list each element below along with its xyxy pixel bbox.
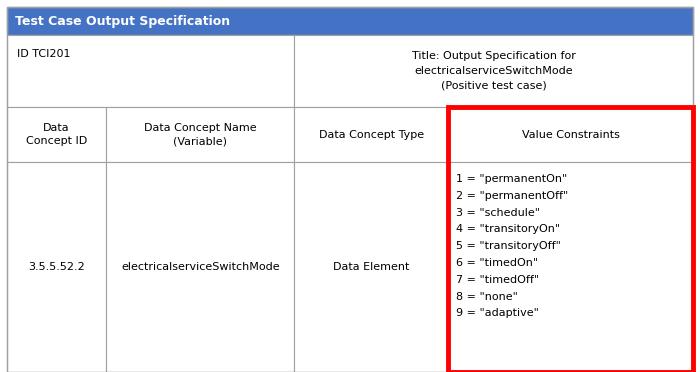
Bar (295, 162, 448, 372)
Bar (7, 35, 295, 107)
Text: Data Concept Name
(Variable): Data Concept Name (Variable) (144, 123, 257, 146)
Bar (106, 162, 295, 372)
Text: ID TCI201: ID TCI201 (17, 49, 71, 59)
Bar (295, 35, 693, 107)
Text: electricalserviceSwitchMode: electricalserviceSwitchMode (121, 262, 279, 272)
Bar (106, 107, 295, 162)
Bar (448, 162, 693, 372)
Text: 1 = "permanentOn"
2 = "permanentOff"
3 = "schedule"
4 = "transitoryOn"
5 = "tran: 1 = "permanentOn" 2 = "permanentOff" 3 =… (456, 174, 568, 318)
Bar (7, 7, 693, 35)
Bar (7, 162, 106, 372)
Text: Title: Output Specification for
electricalserviceSwitchMode
(Positive test case): Title: Output Specification for electric… (412, 51, 575, 91)
Text: Data Concept Type: Data Concept Type (318, 129, 424, 140)
Text: Value Constraints: Value Constraints (522, 129, 620, 140)
Text: Test Case Output Specification: Test Case Output Specification (15, 15, 230, 28)
Text: 3.5.5.52.2: 3.5.5.52.2 (28, 262, 85, 272)
Bar (448, 107, 693, 372)
Text: Data
Concept ID: Data Concept ID (26, 123, 88, 146)
Bar (295, 107, 448, 162)
Bar (448, 107, 693, 162)
Text: Data Element: Data Element (333, 262, 410, 272)
Bar (7, 107, 106, 162)
